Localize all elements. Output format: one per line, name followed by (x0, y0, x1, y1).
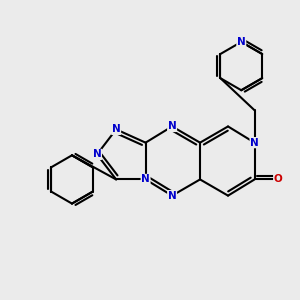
Text: N: N (93, 149, 101, 159)
Text: N: N (168, 190, 176, 201)
Text: O: O (274, 174, 283, 184)
Text: N: N (168, 122, 176, 131)
Text: N: N (250, 138, 259, 148)
Text: N: N (237, 37, 246, 47)
Text: N: N (112, 124, 121, 134)
Text: N: N (141, 174, 150, 184)
